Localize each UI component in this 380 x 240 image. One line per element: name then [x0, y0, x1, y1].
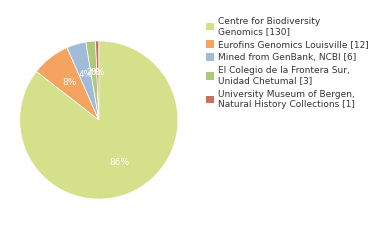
- Wedge shape: [86, 41, 99, 120]
- Legend: Centre for Biodiversity
Genomics [130], Eurofins Genomics Louisville [12], Mined: Centre for Biodiversity Genomics [130], …: [206, 17, 368, 109]
- Wedge shape: [67, 42, 99, 120]
- Wedge shape: [36, 48, 99, 120]
- Text: 86%: 86%: [109, 158, 130, 167]
- Text: 8%: 8%: [62, 78, 77, 87]
- Text: 4%: 4%: [78, 70, 92, 79]
- Text: 2%: 2%: [87, 68, 101, 77]
- Text: 0%: 0%: [91, 68, 105, 77]
- Wedge shape: [95, 41, 99, 120]
- Wedge shape: [20, 41, 178, 199]
